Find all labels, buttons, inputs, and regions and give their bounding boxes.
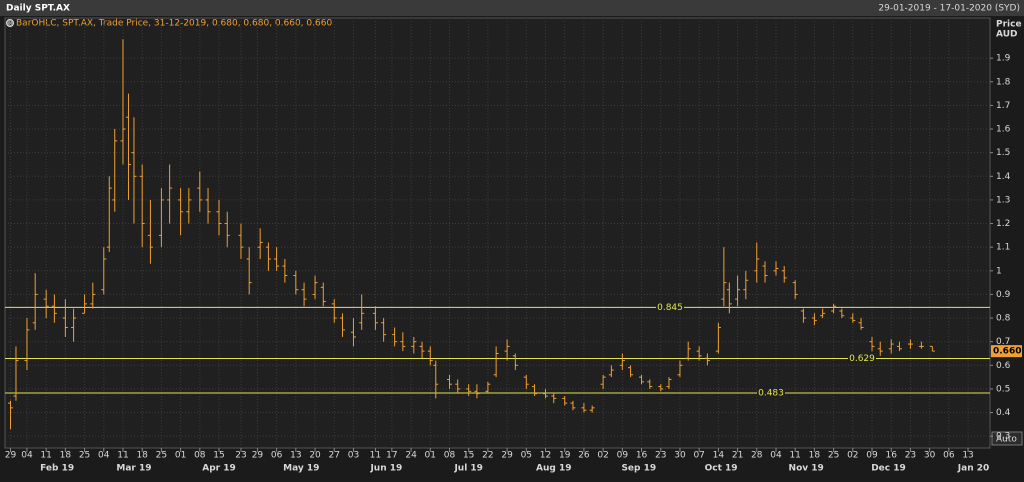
x-tick-label: 15 — [463, 451, 474, 461]
y-tick-label: 1 — [996, 266, 1002, 276]
x-tick-label: 02 — [847, 451, 858, 461]
y-tick-label: 0.8 — [996, 314, 1011, 324]
x-tick-label: 23 — [905, 451, 916, 461]
x-tick-label: 11 — [789, 451, 800, 461]
y-axis-unit: AUD — [996, 30, 1017, 40]
x-tick-label: 04 — [98, 451, 110, 461]
x-tick-label: 28 — [751, 451, 763, 461]
horizontal-line-label-bg — [656, 302, 684, 313]
x-tick-label: 16 — [885, 451, 897, 461]
horizontal-line-label: 0.845 — [657, 303, 683, 313]
x-tick-label: 26 — [578, 451, 590, 461]
x-tick-label: 18 — [809, 451, 821, 461]
y-tick-label: 0.4 — [996, 408, 1011, 418]
horizontal-line-label-bg — [848, 353, 876, 364]
x-month-label: Feb 19 — [40, 464, 74, 474]
x-month-label: Aug 19 — [536, 464, 571, 474]
x-tick-label: 14 — [713, 451, 725, 461]
x-tick-label: 25 — [828, 451, 839, 461]
x-tick-label: 11 — [117, 451, 128, 461]
y-tick-label: 1.5 — [996, 148, 1010, 158]
y-tick-label: 1.2 — [996, 219, 1010, 229]
x-tick-label: 30 — [674, 451, 686, 461]
legend-icon — [6, 19, 14, 27]
x-tick-label: 01 — [175, 451, 186, 461]
y-tick-label: 0.6 — [996, 361, 1011, 371]
y-tick-label: 0.9 — [996, 290, 1011, 300]
x-tick-label: 29 — [252, 451, 264, 461]
x-tick-label: 13 — [290, 451, 301, 461]
x-tick-label: 24 — [405, 451, 417, 461]
x-tick-label: 11 — [40, 451, 51, 461]
x-month-label: Jul 19 — [453, 464, 483, 474]
x-month-label: Jun 19 — [369, 464, 402, 474]
x-tick-label: 06 — [943, 451, 955, 461]
plot-area — [4, 17, 991, 449]
y-tick-label: 1.3 — [996, 195, 1010, 205]
x-tick-label: 13 — [962, 451, 973, 461]
y-tick-label: 0.3 — [996, 432, 1010, 442]
last-price-badge — [991, 345, 1022, 358]
y-tick-label: 1.4 — [996, 172, 1011, 182]
y-tick-label: 1.7 — [996, 101, 1010, 111]
x-tick-label: 18 — [60, 451, 72, 461]
header-bar — [0, 0, 1024, 16]
x-tick-label: 18 — [136, 451, 148, 461]
x-month-label: Oct 19 — [705, 464, 738, 474]
date-range: 29-01-2019 - 17-01-2020 (SYD) — [878, 4, 1020, 14]
y-tick-label: 1.9 — [996, 54, 1011, 64]
x-month-label: Nov 19 — [789, 464, 824, 474]
x-tick-label: 04 — [770, 451, 782, 461]
x-month-label: May 19 — [283, 464, 319, 474]
x-tick-label: 11 — [370, 451, 381, 461]
x-tick-label: 23 — [235, 451, 246, 461]
x-tick-label: 25 — [156, 451, 167, 461]
x-tick-label: 08 — [444, 451, 456, 461]
x-tick-label: 23 — [655, 451, 666, 461]
x-tick-label: 17 — [386, 451, 397, 461]
x-tick-label: 02 — [597, 451, 608, 461]
x-tick-label: 22 — [482, 451, 493, 461]
x-tick-label: 07 — [693, 451, 704, 461]
x-tick-label: 09 — [866, 451, 878, 461]
x-month-label: Jan 20 — [957, 464, 990, 474]
x-tick-label: 19 — [559, 451, 571, 461]
y-tick-label: 1.6 — [996, 125, 1011, 135]
x-tick-label: 29 — [501, 451, 513, 461]
x-tick-label: 09 — [617, 451, 629, 461]
x-tick-label: 15 — [213, 451, 224, 461]
x-tick-label: 29 — [5, 451, 17, 461]
chart-title: Daily SPT.AX — [6, 4, 70, 14]
y-tick-label: 1.1 — [996, 243, 1010, 253]
legend: BarOHLC, SPT.AX, Trade Price, 31-12-2019… — [16, 19, 332, 29]
x-tick-label: 16 — [636, 451, 648, 461]
y-tick-label: 1.8 — [996, 77, 1011, 87]
x-tick-label: 05 — [521, 451, 532, 461]
x-tick-label: 06 — [271, 451, 283, 461]
x-month-label: Apr 19 — [202, 464, 236, 474]
y-tick-label: 0.7 — [996, 337, 1010, 347]
scale-button[interactable] — [991, 431, 1023, 446]
last-price-label: 0.660 — [993, 347, 1021, 357]
x-tick-label: 12 — [540, 451, 551, 461]
x-tick-label: 03 — [348, 451, 359, 461]
x-month-label: Dec 19 — [871, 464, 906, 474]
horizontal-line-label-bg — [757, 387, 785, 398]
x-tick-label: 27 — [329, 451, 340, 461]
x-month-label: Mar 19 — [116, 464, 151, 474]
x-month-label: Sep 19 — [621, 464, 656, 474]
x-tick-label: 21 — [732, 451, 743, 461]
horizontal-line-label: 0.629 — [849, 354, 875, 364]
x-tick-label: 25 — [79, 451, 90, 461]
y-tick-label: 0.5 — [996, 384, 1010, 394]
x-tick-label: 08 — [194, 451, 206, 461]
x-tick-label: 20 — [309, 451, 321, 461]
x-tick-label: 01 — [425, 451, 436, 461]
scale-mode[interactable]: Auto — [996, 435, 1017, 445]
x-tick-label: 30 — [924, 451, 936, 461]
horizontal-line-label: 0.483 — [758, 388, 784, 398]
x-tick-label: 04 — [21, 451, 33, 461]
y-axis-label: Price — [996, 20, 1022, 30]
